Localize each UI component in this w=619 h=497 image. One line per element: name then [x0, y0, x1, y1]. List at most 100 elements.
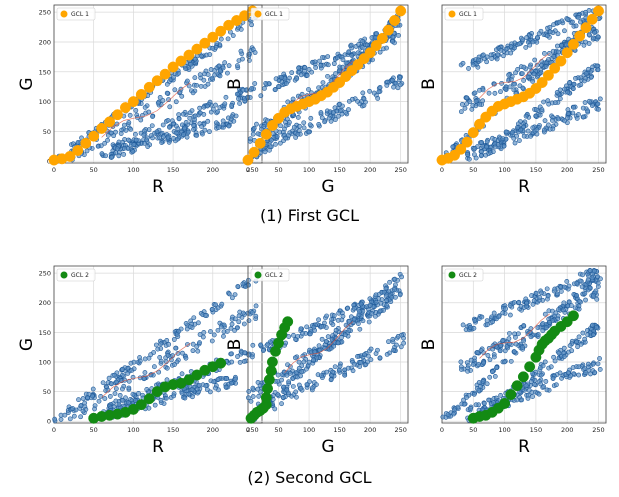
pixel-point	[515, 67, 521, 72]
pixel-point	[230, 33, 236, 38]
pixel-point	[260, 348, 266, 353]
pixel-point	[158, 358, 164, 364]
pixel-point	[555, 31, 561, 37]
pixel-point	[502, 359, 507, 365]
pixel-point	[512, 140, 518, 146]
pixel-point	[484, 322, 490, 328]
pixel-point	[200, 131, 205, 137]
pixel-point	[220, 65, 226, 71]
pixel-point	[58, 417, 64, 422]
pixel-point	[209, 75, 215, 81]
gcl-point	[568, 38, 579, 50]
gcl-point	[561, 47, 573, 59]
pixel-point	[131, 366, 137, 372]
gcl-point	[467, 127, 479, 139]
pixel-point	[357, 309, 362, 315]
pixel-point	[591, 268, 597, 274]
x-tick-label: 50	[90, 166, 98, 174]
pixel-point	[399, 274, 404, 280]
pixel-point	[538, 372, 544, 378]
pixel-point	[308, 115, 314, 121]
pixel-point	[99, 151, 105, 157]
pixel-point	[586, 8, 592, 13]
pixel-point	[155, 346, 161, 352]
pixel-point	[126, 120, 132, 125]
legend: GCL 1	[250, 7, 290, 21]
pixel-point	[398, 344, 404, 350]
pixel-point	[316, 317, 321, 323]
pixel-point	[576, 15, 582, 20]
pixel-point	[192, 113, 198, 119]
pixel-point	[205, 72, 211, 77]
pixel-point	[534, 35, 540, 40]
pixel-point	[486, 90, 492, 96]
y-tick-label: 250	[39, 270, 51, 278]
gcl-point	[524, 361, 536, 373]
gcl-point	[555, 55, 567, 67]
x-tick-label: 50	[90, 426, 98, 434]
gcl-point	[542, 69, 554, 81]
pixel-point	[387, 279, 392, 285]
pixel-point	[166, 341, 172, 347]
pixel-point	[263, 81, 269, 86]
pixel-point	[116, 402, 122, 408]
pixel-point	[215, 305, 221, 311]
pixel-point	[589, 275, 595, 281]
pixel-point	[459, 101, 465, 107]
pixel-point	[332, 364, 338, 370]
pixel-point	[564, 279, 570, 284]
pixel-point	[503, 306, 509, 312]
pixel-point	[132, 398, 138, 403]
gcl-point	[191, 43, 203, 55]
pixel-point	[226, 63, 232, 69]
pixel-point	[217, 73, 223, 79]
pixel-point	[52, 416, 58, 422]
pixel-point	[153, 342, 159, 348]
pixel-point	[512, 331, 517, 337]
y-axis-label: B	[225, 78, 245, 90]
pixel-point	[583, 39, 589, 45]
pixel-point	[80, 396, 86, 401]
trace-line	[479, 52, 550, 99]
pixel-point	[476, 387, 482, 393]
x-tick-label: 100	[498, 426, 510, 434]
pixel-point	[171, 75, 176, 81]
gcl-point	[517, 371, 529, 383]
pixel-point	[452, 407, 457, 413]
pixel-point	[484, 59, 490, 65]
pixel-point	[258, 342, 264, 348]
pixel-point	[336, 113, 341, 119]
pixel-point	[539, 62, 544, 68]
x-tick-label: 50	[469, 166, 477, 174]
pixel-point	[157, 95, 163, 100]
pixel-point	[102, 140, 108, 146]
pixel-point	[222, 101, 228, 107]
gcl-point	[383, 24, 394, 36]
pixel-point	[291, 124, 297, 130]
pixel-point	[301, 359, 307, 365]
pixel-point	[293, 389, 299, 395]
pixel-point	[497, 348, 503, 354]
pixel-point	[229, 351, 234, 357]
pixel-point	[121, 151, 127, 157]
x-tick-label: 50	[469, 426, 477, 434]
pixel-point	[160, 122, 166, 128]
pixel-point	[580, 330, 586, 336]
pixel-point	[511, 87, 517, 93]
pixel-point	[491, 400, 497, 405]
pixel-point	[250, 131, 256, 137]
pixel-point	[375, 95, 381, 101]
pixel-point	[574, 293, 579, 298]
gcl-point	[72, 145, 84, 156]
pixel-point	[565, 370, 571, 376]
pixel-point	[471, 325, 477, 331]
pixel-point	[492, 137, 498, 142]
pixel-point	[92, 406, 97, 412]
pixel-point	[70, 406, 76, 411]
pixel-point	[370, 57, 375, 63]
gcl-point	[151, 386, 163, 398]
y-axis-label: B	[419, 78, 439, 90]
pixel-point	[361, 96, 367, 102]
pixel-point	[348, 42, 354, 48]
pixel-point	[299, 369, 305, 375]
